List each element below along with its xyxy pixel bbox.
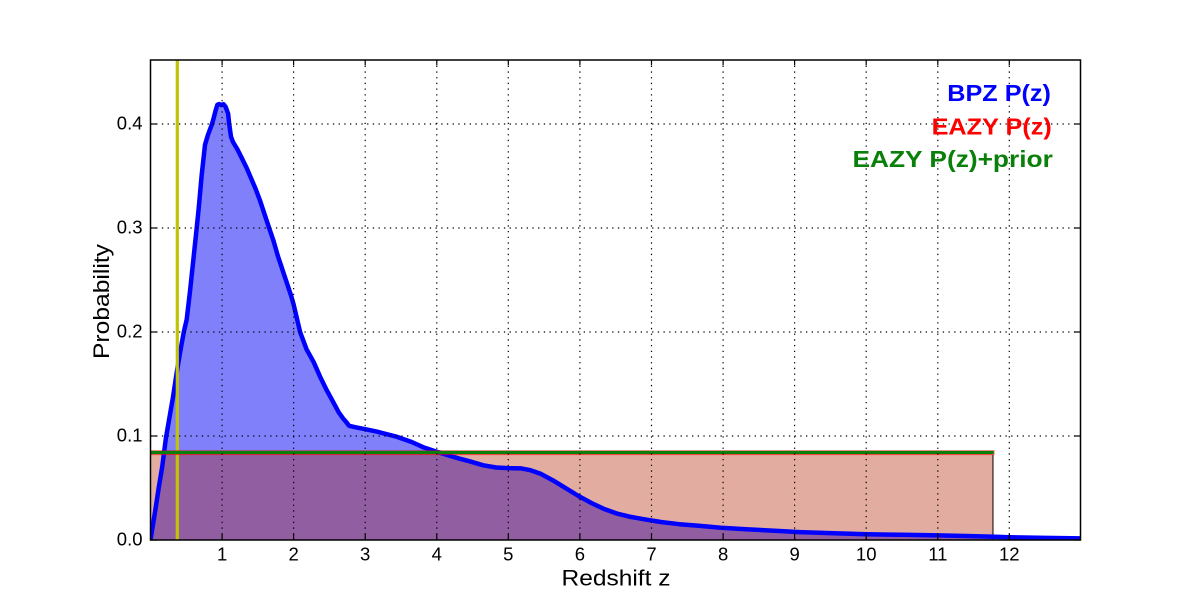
svg-text:0.0: 0.0 — [117, 528, 143, 549]
svg-text:2: 2 — [288, 544, 298, 565]
svg-text:0.2: 0.2 — [117, 320, 143, 341]
svg-text:EAZY P(z): EAZY P(z) — [932, 113, 1052, 139]
svg-text:0.4: 0.4 — [117, 112, 143, 133]
svg-text:10: 10 — [856, 544, 877, 565]
svg-text:5: 5 — [503, 544, 513, 565]
svg-text:4: 4 — [432, 544, 442, 565]
svg-text:9: 9 — [789, 544, 799, 565]
svg-text:7: 7 — [646, 544, 656, 565]
svg-text:0.3: 0.3 — [117, 216, 143, 237]
svg-text:6: 6 — [575, 544, 585, 565]
svg-text:Probability: Probability — [89, 243, 114, 359]
svg-text:EAZY P(z)+prior: EAZY P(z)+prior — [853, 146, 1053, 172]
svg-text:1: 1 — [217, 544, 227, 565]
svg-text:12: 12 — [999, 544, 1020, 565]
svg-text:11: 11 — [928, 544, 947, 565]
svg-text:BPZ P(z): BPZ P(z) — [947, 80, 1051, 106]
svg-text:3: 3 — [360, 544, 370, 565]
svg-text:8: 8 — [718, 544, 728, 565]
svg-text:0.1: 0.1 — [117, 424, 143, 445]
svg-text:Redshift z: Redshift z — [562, 566, 671, 591]
